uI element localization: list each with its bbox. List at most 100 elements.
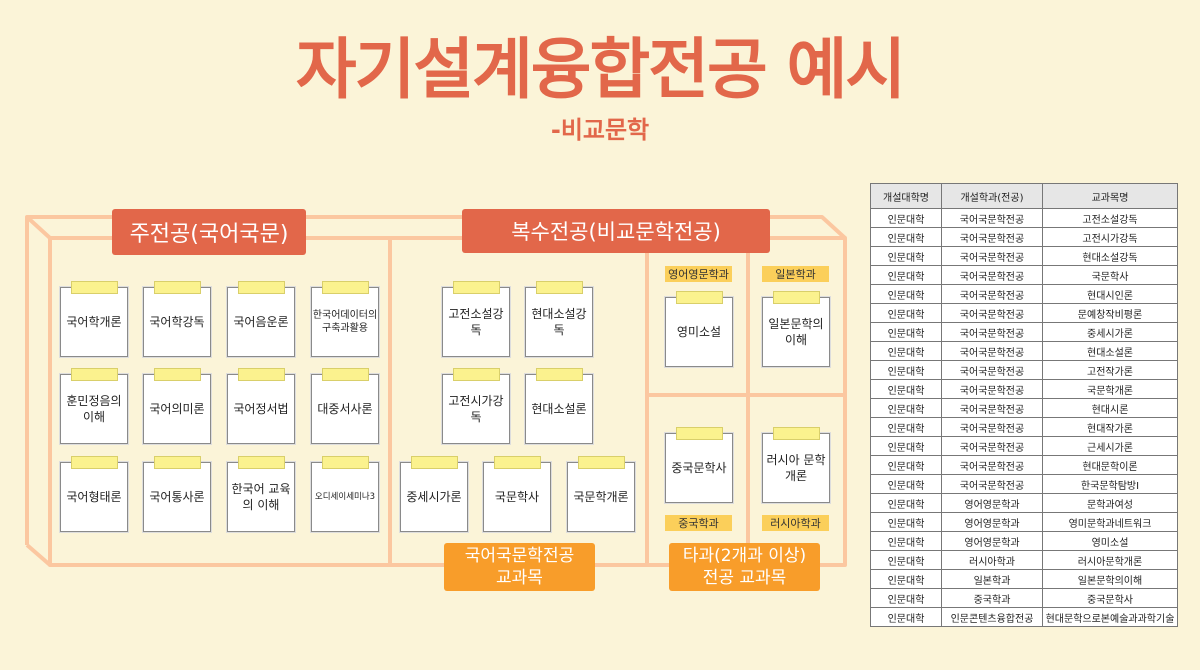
- table-cell: 국어국문학전공: [941, 360, 1043, 380]
- table-cell: 일본학과: [941, 569, 1043, 589]
- table-cell: 국어국문학전공: [941, 379, 1043, 399]
- table-cell: 중세시가론: [1042, 322, 1178, 342]
- double-major-header: 복수전공(비교문학전공): [462, 209, 770, 253]
- table-cell: 국어국문학전공: [941, 303, 1043, 323]
- table-cell: 인문대학: [870, 246, 942, 266]
- table-cell: 국어국문학전공: [941, 284, 1043, 304]
- tape-decoration: [238, 281, 285, 294]
- course-card: 국어의미론: [143, 374, 211, 444]
- tape-decoration: [453, 281, 500, 294]
- table-cell: 인문대학: [870, 474, 942, 494]
- table-row: 인문대학 국어국문학전공 현대소설강독: [870, 246, 1178, 266]
- course-card: 오디세이세미나3: [311, 462, 379, 532]
- table-row: 인문대학 국어국문학전공 한국문학탐방I: [870, 474, 1178, 494]
- table-cell: 국어국문학전공: [941, 208, 1043, 228]
- table-row: 인문대학 국어국문학전공 국문학사: [870, 265, 1178, 285]
- table-cell: 국어국문학전공: [941, 341, 1043, 361]
- table-row: 인문대학 국어국문학전공 근세시가론: [870, 436, 1178, 456]
- table-cell: 영미문학과네트워크: [1042, 512, 1178, 532]
- table-cell: 국어국문학전공: [941, 455, 1043, 475]
- table-cell: 인문대학: [870, 398, 942, 418]
- course-card: 대중서사론: [311, 374, 379, 444]
- table-cell: 인문대학: [870, 569, 942, 589]
- table-cell: 인문대학: [870, 550, 942, 570]
- table-row: 인문대학 인문콘텐츠융합전공 현대문학으로본예술과과학기술: [870, 607, 1178, 627]
- course-card: 국문학사: [483, 462, 551, 532]
- table-cell: 한국문학탐방I: [1042, 474, 1178, 494]
- course-card: 중국문학사: [665, 433, 733, 503]
- table-cell: 인문대학: [870, 265, 942, 285]
- tape-decoration: [773, 291, 820, 304]
- table-cell: 국어국문학전공: [941, 398, 1043, 418]
- table-cell: 문예창작비평론: [1042, 303, 1178, 323]
- korean-courses-label-text: 국어국문학전공: [464, 546, 575, 566]
- course-card: 국어학강독: [143, 287, 211, 357]
- table-cell: 현대소설강독: [1042, 246, 1178, 266]
- tape-decoration: [536, 281, 583, 294]
- table-row: 인문대학 국어국문학전공 현대시론: [870, 398, 1178, 418]
- course-card: 중세시가론: [400, 462, 468, 532]
- table-cell: 인문대학: [870, 284, 942, 304]
- table-row: 인문대학 국어국문학전공 현대문학이론: [870, 455, 1178, 475]
- course-card: 현대소설강독: [525, 287, 593, 357]
- page-title: 자기설계융합전공 예시: [295, 31, 906, 108]
- table-row: 인문대학 국어국문학전공 국문학개론: [870, 379, 1178, 399]
- tape-decoration: [71, 368, 118, 381]
- table-cell: 현대작가론: [1042, 417, 1178, 437]
- table-cell: 중국문학사: [1042, 588, 1178, 608]
- tape-decoration: [453, 368, 500, 381]
- table-cell: 고전소설강독: [1042, 208, 1178, 228]
- table-cell: 인문대학: [870, 208, 942, 228]
- table-cell: 근세시가론: [1042, 436, 1178, 456]
- table-cell: 현대시론: [1042, 398, 1178, 418]
- course-card: 영미소설: [665, 297, 733, 367]
- table-row: 인문대학 영어영문학과 영미문학과네트워크: [870, 512, 1178, 532]
- tape-decoration: [71, 456, 118, 469]
- table-cell: 국문학개론: [1042, 379, 1178, 399]
- table-row: 인문대학 국어국문학전공 문예창작비평론: [870, 303, 1178, 323]
- other-courses-label-text: 타과(2개과 이상): [682, 546, 807, 566]
- tape-decoration: [676, 291, 723, 304]
- tape-decoration: [578, 456, 625, 469]
- course-card: 국어음운론: [227, 287, 295, 357]
- tape-decoration: [154, 456, 201, 469]
- table-cell: 현대시인론: [1042, 284, 1178, 304]
- korean-courses-label: 국어국문학전공 교과목: [444, 543, 595, 591]
- table-cell: 국어국문학전공: [941, 265, 1043, 285]
- course-card: 국문학개론: [567, 462, 635, 532]
- course-card: 러시아 문학개론: [762, 433, 830, 503]
- course-card: 일본문학의 이해: [762, 297, 830, 367]
- table-cell: 인문대학: [870, 379, 942, 399]
- tape-decoration: [154, 281, 201, 294]
- table-row: 인문대학 국어국문학전공 고전소설강독: [870, 208, 1178, 228]
- table-row: 인문대학 중국학과 중국문학사: [870, 588, 1178, 608]
- tape-decoration: [238, 368, 285, 381]
- tape-decoration: [494, 456, 541, 469]
- table-row: 인문대학 국어국문학전공 현대시인론: [870, 284, 1178, 304]
- table-cell: 국어국문학전공: [941, 322, 1043, 342]
- table-cell: 국어국문학전공: [941, 436, 1043, 456]
- table-cell: 인문대학: [870, 303, 942, 323]
- table-cell: 인문대학: [870, 341, 942, 361]
- table-cell: 인문대학: [870, 436, 942, 456]
- tape-decoration: [154, 368, 201, 381]
- tape-decoration: [71, 281, 118, 294]
- table-cell: 국어국문학전공: [941, 417, 1043, 437]
- department-tag: 일본학과: [762, 266, 829, 282]
- other-courses-label: 타과(2개과 이상) 전공 교과목: [669, 543, 820, 591]
- table-cell: 문학과여성: [1042, 493, 1178, 513]
- table-cell: 현대문학이론: [1042, 455, 1178, 475]
- column-header: 개설학과(전공): [941, 183, 1043, 209]
- table-row: 인문대학 국어국문학전공 고전시가강독: [870, 227, 1178, 247]
- table-cell: 인문대학: [870, 512, 942, 532]
- course-table: 개설대학명 개설학과(전공) 교과목명 인문대학 국어국문학전공 고전소설강독 인문대…: [870, 183, 1178, 627]
- main-major-header: 주전공(국어국문): [112, 209, 306, 255]
- course-card: 국어형태론: [60, 462, 128, 532]
- table-cell: 일본문학의이해: [1042, 569, 1178, 589]
- table-cell: 러시아문학개론: [1042, 550, 1178, 570]
- table-cell: 인문대학: [870, 493, 942, 513]
- table-cell: 인문대학: [870, 455, 942, 475]
- department-tag: 러시아학과: [762, 515, 829, 531]
- column-header: 개설대학명: [870, 183, 942, 209]
- tape-decoration: [322, 456, 369, 469]
